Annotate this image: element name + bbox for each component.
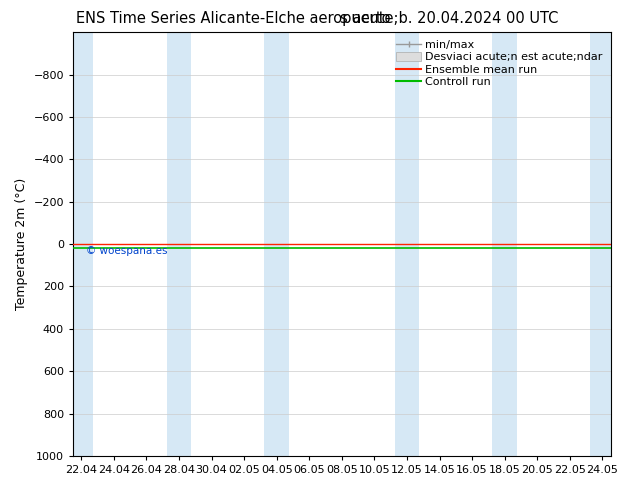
Bar: [69, 32, 93, 456]
Text: © woespana.es: © woespana.es: [86, 245, 167, 256]
Y-axis label: Temperature 2m (°C): Temperature 2m (°C): [15, 178, 28, 310]
Bar: [167, 32, 191, 456]
Bar: [395, 32, 419, 456]
Bar: [493, 32, 517, 456]
Legend: min/max, Desviaci acute;n est acute;ndar, Ensemble mean run, Controll run: min/max, Desviaci acute;n est acute;ndar…: [394, 38, 605, 89]
Text: ENS Time Series Alicante-Elche aeropuerto: ENS Time Series Alicante-Elche aeropuert…: [76, 11, 391, 26]
Text: s acute;b. 20.04.2024 00 UTC: s acute;b. 20.04.2024 00 UTC: [340, 11, 558, 26]
Bar: [590, 32, 614, 456]
Bar: [264, 32, 289, 456]
